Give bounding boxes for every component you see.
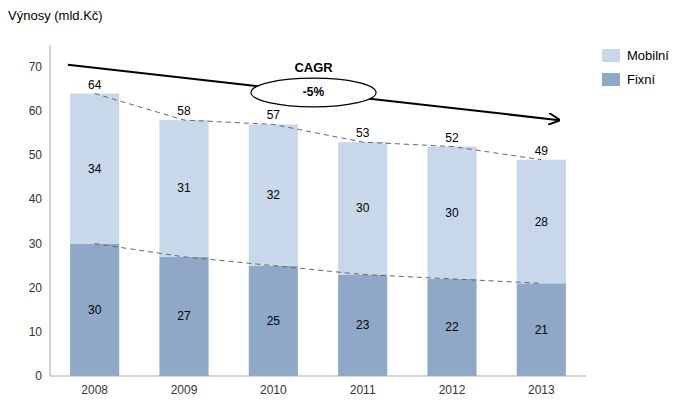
legend-label: Fixní: [627, 72, 656, 87]
data-label: 23: [356, 318, 370, 332]
total-label: 49: [535, 144, 549, 158]
bar-segment: [159, 257, 208, 376]
chart: Výnosy (mld.Kč) 0 10 20 30 40 50 60 70 2008 2009 20…: [0, 0, 698, 408]
total-label: 58: [177, 104, 191, 118]
data-label: 30: [356, 201, 370, 215]
data-label: 30: [445, 206, 459, 220]
x-tick-label: 2008: [81, 383, 108, 397]
x-tick-label: 2010: [260, 383, 287, 397]
data-label: 32: [267, 188, 281, 202]
x-tick-label: 2013: [528, 383, 555, 397]
data-label: 30: [88, 303, 102, 317]
y-axis-label: Výnosy (mld.Kč): [8, 8, 103, 23]
total-label: 53: [356, 126, 370, 140]
annotation-value: -5%: [303, 85, 325, 99]
data-label: 22: [445, 320, 459, 334]
segment-top-line: [95, 244, 542, 284]
x-tick-label: 2012: [439, 383, 466, 397]
bar-segment: [249, 124, 298, 265]
bar-segment: [338, 142, 387, 274]
background: [0, 0, 698, 408]
total-label: 64: [88, 78, 102, 92]
x-tick-label: 2009: [171, 383, 198, 397]
data-labels: 30 27 25 23 22 21 34 31 32 30 30 28 64 58 57 53 52 49: [88, 78, 548, 337]
data-label: 25: [267, 314, 281, 328]
bar-segment: [427, 147, 476, 279]
data-label: 34: [88, 162, 102, 176]
y-tick-label: 70: [29, 60, 43, 74]
bar-segment: [70, 244, 119, 376]
legend-swatch: [602, 49, 620, 62]
data-label: 27: [177, 309, 191, 323]
data-label: 21: [535, 323, 549, 337]
bar-segment: [249, 266, 298, 376]
annotation-ellipse: [251, 78, 376, 107]
x-tick-label: 2011: [350, 383, 376, 397]
bar-segment: [338, 274, 387, 376]
y-tick-label: 40: [29, 192, 43, 206]
y-tick-label: 0: [35, 369, 42, 383]
data-label: 31: [177, 181, 191, 195]
bar-segment: [517, 160, 566, 284]
bar-segment: [517, 283, 566, 376]
total-label: 52: [445, 131, 459, 145]
data-label: 28: [535, 215, 549, 229]
x-axis-line: [50, 376, 586, 377]
bar-segment: [427, 279, 476, 376]
bar-segment: [159, 120, 208, 257]
y-tick-label: 30: [29, 237, 43, 251]
bar-segment: [70, 94, 119, 244]
legend-label: Mobilní: [627, 48, 669, 63]
y-axis-line: [50, 45, 51, 376]
y-tick-label: 20: [29, 281, 43, 295]
y-tick-label: 60: [29, 104, 43, 118]
y-tick-label: 10: [29, 325, 43, 339]
y-tick-label: 50: [29, 148, 43, 162]
legend-swatch: [602, 73, 620, 86]
plot-area: [70, 94, 566, 376]
total-label: 57: [267, 108, 281, 122]
annotation-label: CAGR: [294, 60, 333, 75]
